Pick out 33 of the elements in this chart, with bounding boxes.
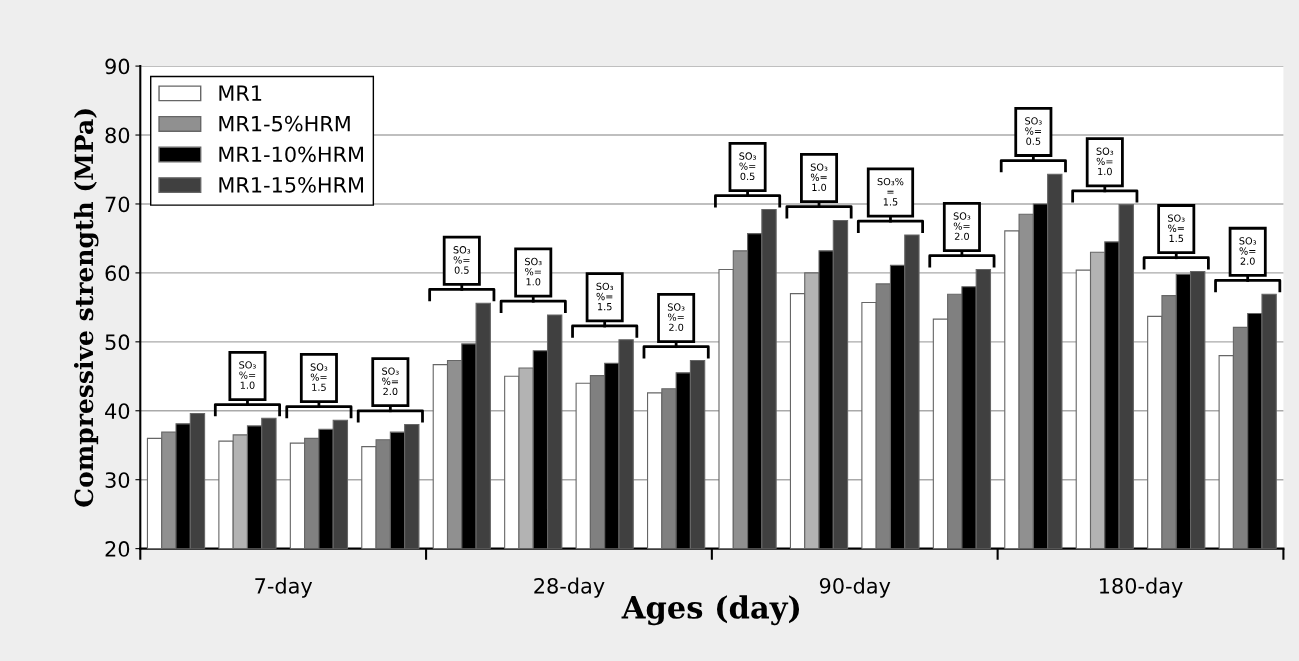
text: 7-day	[255, 577, 313, 598]
annotation: SO₃ %= 1.5	[1168, 214, 1185, 243]
annotation: SO₃ %= 1.0	[525, 257, 542, 286]
y-tick-label: 30	[105, 472, 130, 488]
annotation: SO₃ %= 0.5	[739, 152, 756, 181]
y-tick-label: 90	[105, 58, 130, 75]
y-tick-label: 70	[105, 196, 130, 213]
y-tick-label: 20	[105, 541, 130, 557]
annotation: SO₃ %= 2.0	[1239, 237, 1257, 265]
annotation: SO₃% = 1.5	[877, 177, 904, 206]
legend-label: MR1	[219, 85, 262, 101]
y-tick-label: 50	[105, 334, 130, 351]
y-axis-title: Compressive strength (MPa)	[73, 109, 99, 507]
annotation: SO₃ %= 1.0	[239, 361, 256, 389]
annotation: SO₃ %= 2.0	[953, 212, 971, 240]
annotation: SO₃ %= 1.5	[310, 363, 328, 391]
legend-label: MR1-15%HRM	[219, 176, 363, 193]
legend-label: MR1-5%HRM	[219, 115, 350, 132]
x-axis-title: Ages (day)	[621, 595, 800, 626]
annotation: SO₃ %= 2.0	[667, 303, 685, 331]
annotation: SO₃ %= 2.0	[382, 367, 399, 396]
text: 90-day	[819, 577, 891, 598]
text: 180-day	[1100, 577, 1183, 598]
y-tick-label: 40	[105, 403, 130, 419]
y-tick-label: 80	[105, 127, 130, 144]
text: 28-day	[534, 577, 605, 598]
annotation: SO₃ %= 1.0	[1096, 147, 1114, 176]
annotation: SO₃ %= 1.0	[810, 163, 828, 192]
annotation: SO₃ %= 0.5	[453, 246, 471, 274]
legend-label: MR1-10%HRM	[219, 146, 363, 163]
annotation: SO₃ %= 1.5	[596, 282, 614, 311]
y-tick-label: 60	[105, 265, 130, 282]
annotation: SO₃ %= 0.5	[1025, 117, 1042, 145]
